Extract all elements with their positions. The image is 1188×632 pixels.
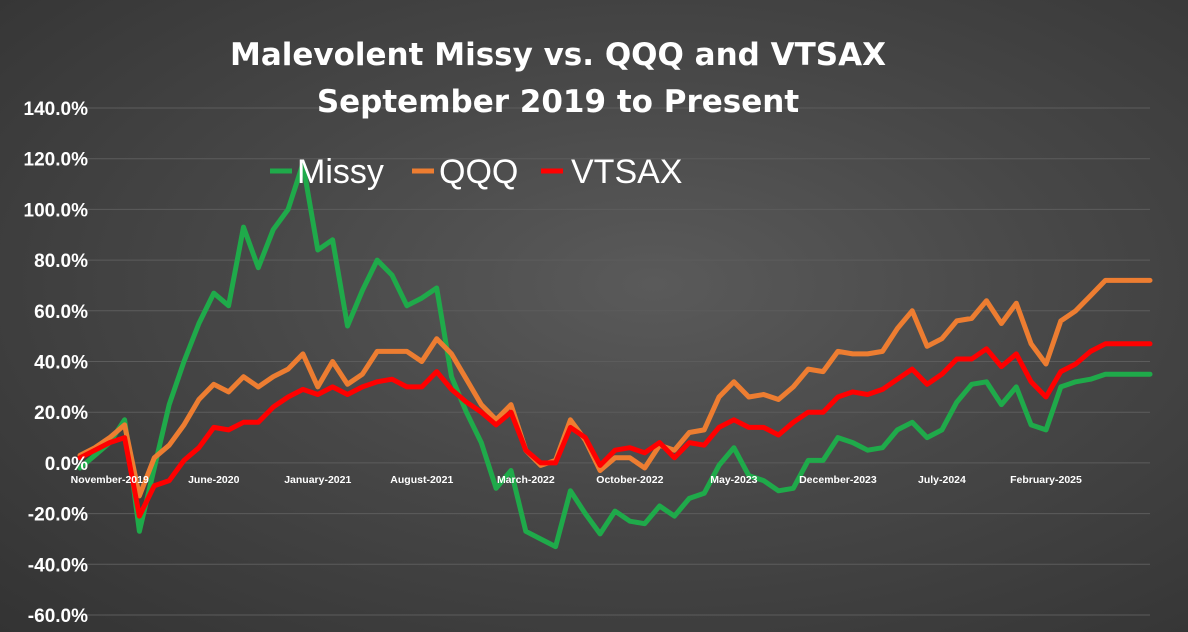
x-tick-label: November-2019 [71, 474, 149, 486]
x-tick-label: October-2022 [596, 474, 663, 486]
y-tick-label: 20.0% [34, 403, 88, 424]
x-tick-label: June-2020 [188, 474, 240, 486]
y-tick-label: -60.0% [28, 606, 88, 627]
series-lines [77, 161, 1153, 550]
x-axis-ticks: November-2019 June-2020 January-2021 August… [71, 474, 1082, 486]
series-line-missy [77, 161, 1153, 550]
y-tick-label: -20.0% [28, 505, 88, 526]
legend-label-vtsax: VTSAX [571, 153, 682, 191]
y-tick-label: 80.0% [34, 251, 88, 272]
y-tick-label: 140.0% [24, 99, 89, 120]
chart-subtitle: September 2019 to Present [317, 84, 800, 120]
y-tick-label: 100.0% [24, 200, 89, 221]
legend-label-missy: Missy [297, 153, 384, 191]
legend-label-qqq: QQQ [439, 153, 518, 191]
y-tick-label: 40.0% [34, 353, 88, 374]
x-tick-label: December-2023 [799, 474, 877, 486]
y-axis-ticks: 140.0% 120.0% 100.0% 80.0% 60.0% 40.0% 20.0% 0.… [24, 99, 89, 627]
y-tick-label: -40.0% [28, 555, 88, 576]
y-tick-label: 120.0% [24, 150, 89, 171]
x-tick-label: January-2021 [284, 474, 351, 486]
series-line-vtsax [77, 341, 1153, 519]
legend-item-qqq: QQQ [412, 153, 518, 191]
y-tick-label: 0.0% [45, 454, 88, 475]
legend-item-vtsax: VTSAX [541, 153, 682, 191]
x-tick-label: August-2021 [390, 474, 453, 486]
x-tick-label: July-2024 [918, 474, 966, 486]
x-tick-label: February-2025 [1010, 474, 1082, 486]
legend: Missy QQQ VTSAX [270, 153, 682, 191]
x-tick-label: March-2022 [497, 474, 555, 486]
legend-item-missy: Missy [270, 153, 384, 191]
chart-title: Malevolent Missy vs. QQQ and VTSAX [230, 37, 886, 73]
x-tick-label: May-2023 [710, 474, 757, 486]
y-tick-label: 60.0% [34, 302, 88, 323]
series-line-qqq [77, 277, 1153, 499]
